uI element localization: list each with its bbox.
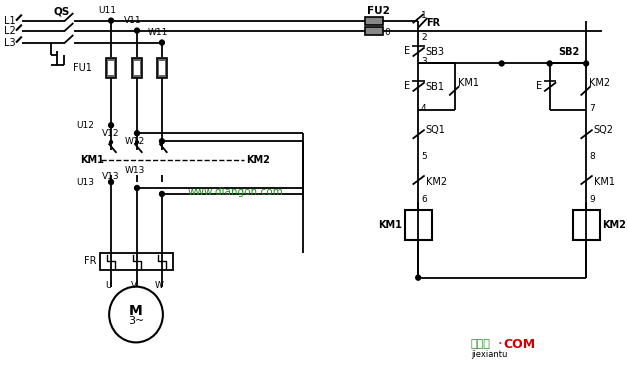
Text: 8: 8: [589, 152, 595, 161]
Text: V13: V13: [102, 172, 120, 181]
Text: 3~: 3~: [128, 316, 144, 326]
Text: E: E: [404, 46, 411, 56]
Text: U13: U13: [76, 178, 94, 186]
Text: 0: 0: [384, 28, 391, 37]
Circle shape: [108, 179, 113, 185]
Text: FR: FR: [84, 256, 97, 266]
Text: www.diangon.com: www.diangon.com: [188, 187, 283, 197]
Text: KM2: KM2: [426, 177, 447, 187]
Text: KM2: KM2: [246, 155, 270, 165]
Bar: [108, 61, 114, 75]
Text: U11: U11: [98, 6, 116, 15]
Text: M: M: [129, 303, 143, 317]
Text: FR: FR: [426, 18, 440, 28]
Text: V: V: [131, 281, 137, 290]
Bar: [159, 61, 165, 75]
Text: L3: L3: [4, 37, 15, 47]
Text: QS: QS: [53, 7, 70, 17]
Text: V12: V12: [102, 129, 120, 138]
Circle shape: [135, 185, 139, 191]
Bar: [132, 58, 142, 78]
Circle shape: [159, 40, 164, 45]
Bar: [405, 210, 431, 240]
Text: 4: 4: [421, 104, 426, 113]
Text: FU1: FU1: [73, 63, 92, 73]
Circle shape: [110, 141, 112, 144]
Circle shape: [108, 18, 113, 23]
Bar: [106, 58, 116, 78]
Text: FU2: FU2: [367, 6, 390, 16]
Circle shape: [135, 141, 139, 144]
Circle shape: [135, 28, 139, 33]
Text: W12: W12: [124, 137, 145, 146]
Text: W13: W13: [124, 165, 145, 175]
Circle shape: [135, 131, 139, 136]
Bar: [157, 58, 167, 78]
Text: KM1: KM1: [594, 177, 615, 187]
Text: SQ2: SQ2: [594, 125, 614, 135]
Circle shape: [499, 61, 504, 66]
Text: W: W: [155, 281, 164, 290]
Text: KM1: KM1: [458, 78, 478, 88]
Circle shape: [161, 141, 164, 144]
Text: KM2: KM2: [589, 78, 610, 88]
Text: SQ1: SQ1: [426, 125, 446, 135]
Bar: [100, 253, 174, 270]
Text: KM1: KM1: [378, 220, 402, 230]
Circle shape: [159, 192, 164, 196]
Text: E: E: [404, 81, 411, 91]
Bar: [572, 210, 599, 240]
Text: L2: L2: [4, 26, 15, 36]
Text: jiexiantu: jiexiantu: [471, 350, 507, 359]
Text: L1: L1: [4, 16, 15, 26]
Text: W11: W11: [148, 28, 168, 37]
Text: ·: ·: [498, 337, 502, 351]
Circle shape: [416, 275, 421, 280]
Text: 9: 9: [589, 195, 595, 205]
Text: 7: 7: [589, 104, 595, 113]
Text: 接线图: 接线图: [471, 339, 491, 349]
Text: KM1: KM1: [80, 155, 104, 165]
Text: V11: V11: [124, 16, 142, 25]
Text: 2: 2: [421, 33, 426, 42]
Text: SB3: SB3: [426, 47, 445, 57]
Text: U12: U12: [76, 121, 94, 130]
Text: 5: 5: [421, 152, 427, 161]
Text: E: E: [536, 81, 542, 91]
Circle shape: [547, 61, 552, 66]
Text: KM2: KM2: [603, 220, 626, 230]
Text: 6: 6: [421, 195, 427, 205]
Text: 3: 3: [421, 57, 427, 66]
Text: SB1: SB1: [426, 82, 445, 92]
Text: COM: COM: [503, 338, 535, 351]
Text: U: U: [105, 281, 112, 290]
Bar: [134, 61, 140, 75]
Bar: [366, 17, 382, 24]
Circle shape: [584, 61, 589, 66]
Circle shape: [109, 287, 163, 342]
Text: SB2: SB2: [558, 47, 579, 57]
Text: 1: 1: [421, 11, 427, 20]
Circle shape: [159, 139, 164, 144]
Circle shape: [108, 123, 113, 128]
Bar: [366, 27, 382, 34]
